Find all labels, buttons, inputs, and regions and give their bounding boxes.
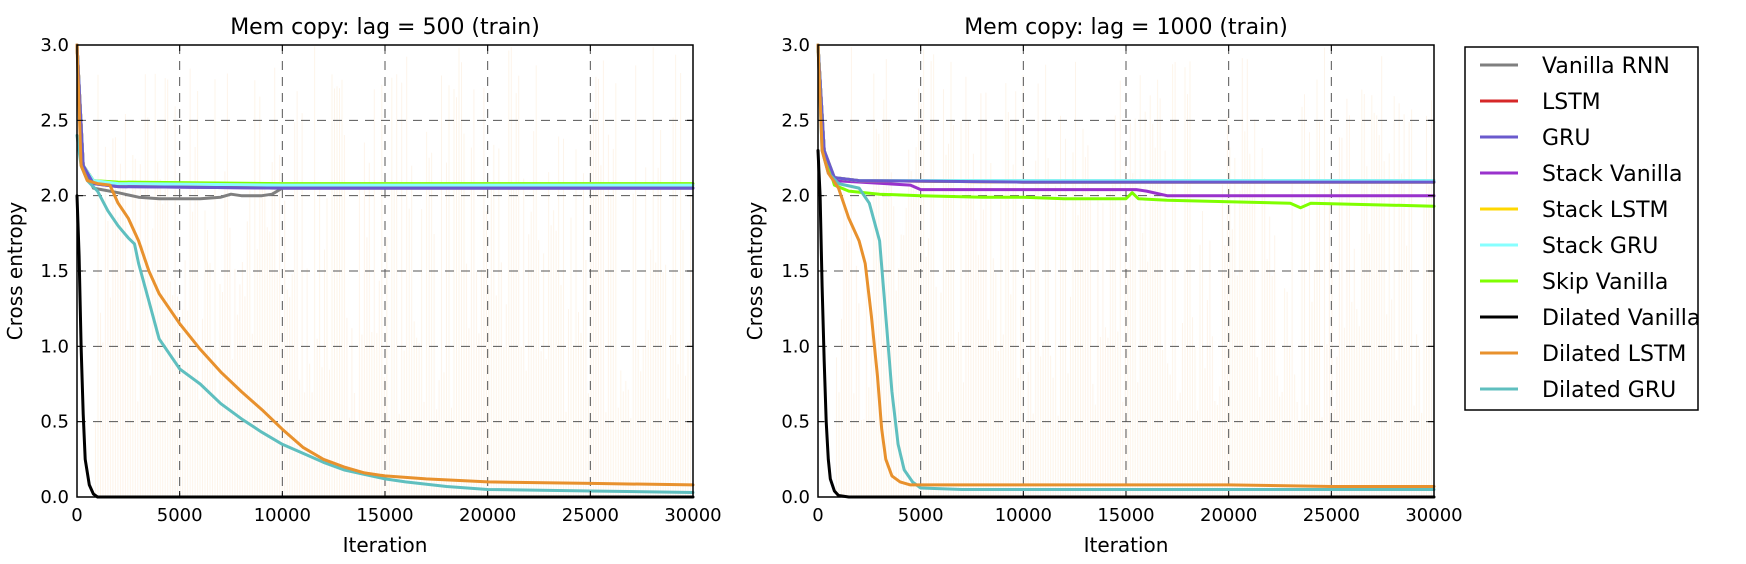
series-line-dilated-lstm xyxy=(816,43,1436,488)
y-tick-label: 1.0 xyxy=(40,336,69,357)
y-tick-label: 2.5 xyxy=(40,110,69,131)
y-tick-label: 0.0 xyxy=(781,487,810,508)
x-tick-label: 10000 xyxy=(254,505,311,526)
y-tick-label: 0.5 xyxy=(781,412,810,433)
legend-entry-lstm: LSTM xyxy=(1480,90,1601,115)
chart-title-left: Mem copy: lag = 500 (train) xyxy=(230,15,540,40)
legend-entry-stack-vanilla: Stack Vanilla xyxy=(1480,162,1683,187)
x-tick-label: 15000 xyxy=(1097,505,1154,526)
y-tick-label: 0.0 xyxy=(40,487,69,508)
series-line-dilated-gru xyxy=(75,133,695,494)
legend-label: GRU xyxy=(1542,126,1590,151)
series-line-gru xyxy=(816,43,1436,184)
y-ticks-left: 0.0 0.5 1.0 1.5 2.0 2.5 3.0 xyxy=(40,35,693,508)
x-tick-label: 30000 xyxy=(664,505,721,526)
grid-left xyxy=(77,45,693,497)
x-tick-label: 0 xyxy=(71,505,82,526)
x-axis-label-left: Iteration xyxy=(343,533,428,557)
y-axis-label-right: Cross entropy xyxy=(743,202,767,341)
x-tick-label: 25000 xyxy=(562,505,619,526)
legend: Vanilla RNN LSTM GRU Stack Vanilla Stack LST… xyxy=(1464,46,1700,411)
legend-entries: Vanilla RNN LSTM GRU Stack Vanilla Stack LST… xyxy=(1480,54,1700,403)
legend-entry-stack-lstm: Stack LSTM xyxy=(1480,198,1669,223)
y-tick-label: 2.0 xyxy=(781,186,810,207)
x-tick-label: 0 xyxy=(812,505,823,526)
series-line-gru xyxy=(75,43,695,190)
legend-label: Vanilla RNN xyxy=(1542,54,1670,79)
x-ticks-right: 0 5000 10000 15000 20000 25000 30000 xyxy=(812,45,1463,526)
legend-label: Dilated GRU xyxy=(1542,378,1676,403)
series-line-dilated-gru xyxy=(816,43,1436,491)
x-tick-label: 30000 xyxy=(1405,505,1462,526)
noise-band-left xyxy=(95,46,691,497)
legend-label: Dilated LSTM xyxy=(1542,342,1686,367)
x-ticks-left: 0 5000 10000 15000 20000 25000 30000 xyxy=(71,45,722,526)
y-tick-label: 2.5 xyxy=(781,110,810,131)
legend-label: Stack GRU xyxy=(1542,234,1658,259)
y-tick-label: 0.5 xyxy=(40,412,69,433)
x-axis-label-right: Iteration xyxy=(1084,533,1169,557)
legend-entry-dilated-lstm: Dilated LSTM xyxy=(1480,342,1686,367)
series-line-skip-vanilla xyxy=(816,43,1436,210)
series-group-right xyxy=(816,43,1436,499)
chart-left: 0 5000 10000 15000 20000 25000 30000 0.0 0.5 1.0… xyxy=(3,15,722,557)
series-line-dilated-vanilla xyxy=(816,149,1436,499)
y-tick-label: 3.0 xyxy=(781,35,810,56)
legend-entry-dilated-gru: Dilated GRU xyxy=(1480,378,1676,403)
x-tick-label: 10000 xyxy=(995,505,1052,526)
x-tick-label: 15000 xyxy=(356,505,413,526)
chart-right: 0 5000 10000 15000 20000 25000 30000 0.0 0.5 1.0… xyxy=(743,15,1463,557)
y-tick-label: 1.0 xyxy=(781,336,810,357)
legend-entry-stack-gru: Stack GRU xyxy=(1480,234,1658,259)
y-tick-label: 1.5 xyxy=(781,261,810,282)
legend-entry-vanilla-rnn: Vanilla RNN xyxy=(1480,54,1670,79)
legend-label: Dilated Vanilla xyxy=(1542,306,1700,331)
x-tick-label: 5000 xyxy=(157,505,203,526)
series-line-dilated-lstm xyxy=(75,43,695,487)
x-tick-label: 25000 xyxy=(1303,505,1360,526)
legend-label: LSTM xyxy=(1542,90,1601,115)
legend-label: Skip Vanilla xyxy=(1542,270,1668,295)
chart-title-right: Mem copy: lag = 1000 (train) xyxy=(964,15,1288,40)
legend-entry-gru: GRU xyxy=(1480,126,1590,151)
y-tick-label: 3.0 xyxy=(40,35,69,56)
legend-box xyxy=(1464,46,1699,411)
x-tick-label: 20000 xyxy=(459,505,516,526)
legend-entry-skip-vanilla: Skip Vanilla xyxy=(1480,270,1668,295)
y-ticks-right: 0.0 0.5 1.0 1.5 2.0 2.5 3.0 xyxy=(781,35,1434,508)
y-tick-label: 2.0 xyxy=(40,186,69,207)
legend-label: Stack LSTM xyxy=(1542,198,1669,223)
y-axis-label-left: Cross entropy xyxy=(3,202,27,341)
grid-right xyxy=(818,45,1434,497)
legend-entry-dilated-vanilla: Dilated Vanilla xyxy=(1480,306,1700,331)
x-tick-label: 20000 xyxy=(1200,505,1257,526)
series-group-left xyxy=(75,43,695,499)
y-tick-label: 1.5 xyxy=(40,261,69,282)
legend-label: Stack Vanilla xyxy=(1542,162,1683,187)
x-tick-label: 5000 xyxy=(898,505,944,526)
